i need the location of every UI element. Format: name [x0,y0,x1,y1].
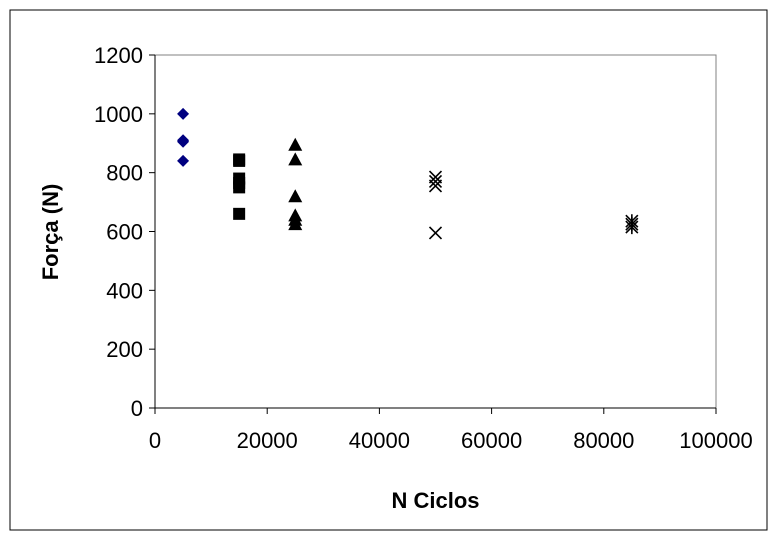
x-tick-label: 100000 [679,428,752,453]
y-axis-title: Força (N) [38,184,63,281]
data-point [233,181,246,194]
y-axis-ticks: 0 200 400 600 800 1000 1200 [94,43,155,421]
x-tick-label: 40000 [349,428,410,453]
y-tick-label: 1200 [94,43,143,68]
x-axis-ticks: 0 20000 40000 60000 80000 100000 [149,408,753,453]
data-point [177,107,190,120]
x-axis-title: N Ciclos [391,488,479,513]
x-tick-label: 60000 [461,428,522,453]
y-tick-label: 200 [106,337,143,362]
data-point [288,217,303,231]
y-tick-label: 1000 [94,102,143,127]
y-tick-label: 0 [131,396,143,421]
data-point [288,152,303,166]
series-2 [233,153,246,220]
data-point [177,135,190,148]
data-point [233,207,246,220]
data-point [288,137,303,151]
data-point [428,179,443,193]
x-tick-label: 0 [149,428,161,453]
data-point [233,154,246,167]
series-3 [288,137,303,231]
series-5 [625,214,639,235]
plot-area [154,54,717,409]
y-tick-label: 800 [106,161,143,186]
data-points [177,107,639,240]
y-tick-label: 400 [106,278,143,303]
x-tick-label: 20000 [237,428,298,453]
data-point [428,174,443,189]
series-4 [428,170,443,240]
y-tick-label: 600 [106,220,143,245]
data-point [428,226,443,240]
x-tick-label: 80000 [573,428,634,453]
data-point [625,220,639,235]
data-point [288,189,303,203]
data-point [177,154,190,167]
series-1 [177,107,190,167]
